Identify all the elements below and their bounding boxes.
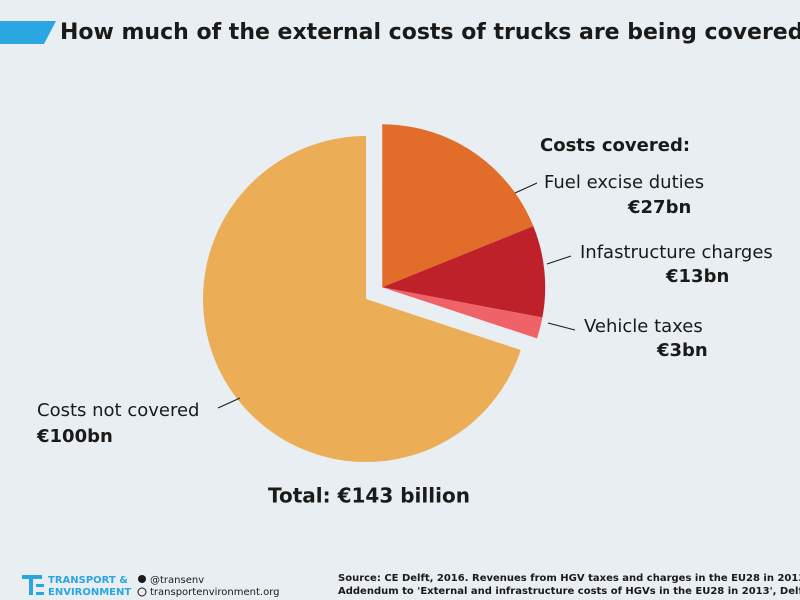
twitter[interactable]: @transenv	[150, 575, 204, 586]
pie-slice	[202, 136, 521, 462]
logo-mid	[36, 584, 44, 587]
leader-line	[546, 255, 572, 265]
leader-line	[217, 397, 241, 409]
logo-stem	[29, 575, 33, 595]
website[interactable]: transportenvironment.org	[150, 587, 279, 598]
web-icon	[137, 587, 147, 597]
logo-text: TRANSPORT &	[48, 575, 128, 586]
source: Addendum to 'External and infrastructure…	[338, 586, 800, 597]
pie-slice	[382, 287, 543, 339]
annotation: Costs covered:	[540, 135, 690, 156]
chart-title: How much of the external costs of trucks…	[60, 20, 800, 45]
leader-line	[514, 182, 538, 194]
leader-line	[547, 322, 576, 331]
value-label: €27bn	[627, 197, 691, 218]
logo-text: ENVIRONMENT	[48, 587, 131, 598]
value-label: €3bn	[656, 340, 708, 361]
slice-label: Infastructure charges	[580, 242, 773, 263]
slice-label: Fuel excise duties	[544, 172, 704, 193]
title-bar	[0, 21, 56, 44]
logo-base	[36, 592, 44, 595]
pie-slice	[382, 226, 546, 318]
value-label: €100bn	[36, 426, 113, 447]
logo	[22, 575, 44, 595]
source: Source: CE Delft, 2016. Revenues from HG…	[338, 573, 800, 584]
total-label: Total: €143 billion	[268, 484, 470, 508]
slice-label: Vehicle taxes	[584, 316, 703, 337]
pie-slice	[382, 124, 534, 288]
slice-label: Costs not covered	[37, 400, 199, 421]
twitter-icon	[138, 575, 146, 583]
value-label: €13bn	[665, 266, 729, 287]
